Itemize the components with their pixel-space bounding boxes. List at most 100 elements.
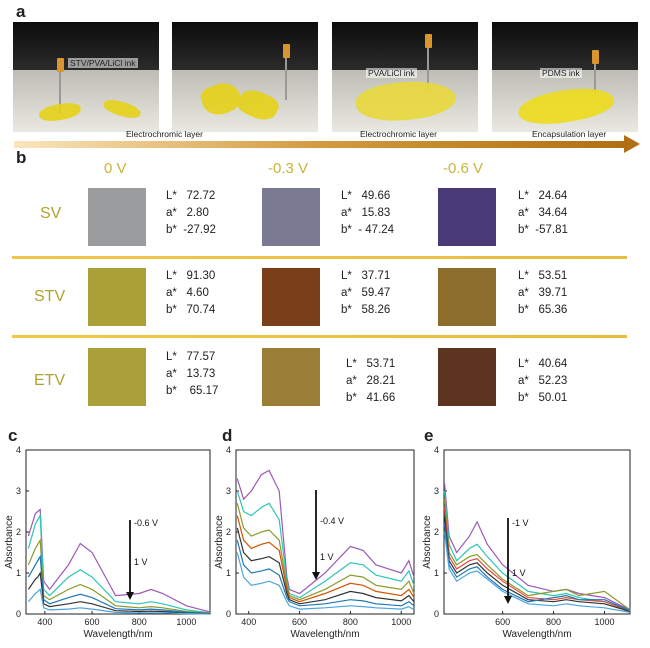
series-line [443, 490, 631, 612]
ink-label-pdms: PDMS ink [540, 68, 582, 78]
x-tick-label: 600 [85, 617, 100, 627]
process-arrow-head [624, 135, 640, 153]
x-tick-label: 400 [241, 617, 256, 627]
x-tick-label: 400 [37, 617, 52, 627]
series-line [443, 531, 631, 613]
photo-printing-pva-ink [332, 22, 478, 132]
series-line [27, 538, 211, 614]
absorbance-chart-e: 0 1 2 3 4 600 800 1000 Wavelength/nm Absorbance -1… [422, 445, 631, 640]
color-swatch [262, 268, 320, 326]
needle [59, 72, 61, 114]
ink-label-pva: PVA/LiCl ink [366, 68, 417, 78]
step-label-1: Electrochromic layer [126, 129, 203, 139]
color-swatch [438, 348, 496, 406]
x-tick-label: 800 [132, 617, 147, 627]
y-axis-label: Absorbance [4, 515, 15, 569]
printer-head [172, 22, 318, 70]
row-separator [12, 256, 627, 259]
annotation-start: -1 V [512, 518, 529, 528]
lab-values: L* 72.72 a* 2.80 b* -27.92 [166, 190, 216, 236]
series-line [443, 482, 631, 611]
x-tick-label: 1000 [176, 617, 196, 627]
x-axis-label: Wavelength/nm [502, 629, 571, 640]
process-arrow [14, 141, 626, 148]
y-tick-label: 2 [226, 527, 231, 537]
voltage-arrow-head [504, 596, 512, 604]
lab-values: L* 49.66 a* 15.83 b* - 47.24 [341, 190, 395, 236]
series-line [443, 499, 631, 611]
panel-label-b: b [16, 148, 27, 167]
panel-label-c: c [8, 426, 18, 445]
x-tick-label: 800 [343, 617, 358, 627]
y-tick-label: 4 [226, 445, 231, 455]
series-line [236, 540, 415, 607]
needle [594, 64, 596, 92]
panel-label-d: d [222, 426, 233, 445]
nozzle [57, 58, 64, 72]
step-label-2: Electrochromic layer [360, 129, 437, 139]
color-swatch [88, 268, 146, 326]
step-label-3: Encapsulation layer [532, 129, 607, 139]
panel-label-e: e [424, 426, 434, 445]
printer-head [332, 22, 478, 70]
row-label-stv: STV [34, 288, 66, 305]
panel-label-a: a [16, 2, 26, 21]
needle [427, 48, 429, 90]
y-tick-label: 0 [434, 609, 439, 619]
y-tick-label: 1 [434, 568, 439, 578]
x-tick-label: 800 [546, 617, 561, 627]
y-tick-label: 3 [226, 486, 231, 496]
annotation-end: 1 V [134, 557, 148, 567]
ink-label-stv: STV/PVA/LiCl ink [68, 58, 138, 68]
y-tick-label: 4 [434, 445, 439, 455]
annotation-start: -0.6 V [134, 518, 158, 528]
nozzle [592, 50, 599, 64]
printer-head [492, 22, 638, 70]
glass-plate [13, 70, 159, 132]
y-tick-label: 2 [16, 527, 21, 537]
voltage-label-0: 0 V [104, 160, 127, 177]
row-label-etv: ETV [34, 372, 66, 389]
photo-printing-progress [172, 22, 318, 132]
lab-values: L* 53.51 a* 39.71 b* 65.36 [518, 270, 568, 316]
x-axis-label: Wavelength/nm [83, 629, 152, 640]
lab-values: L* 91.30 a* 4.60 b* 70.74 [166, 270, 216, 316]
voltage-arrow-head [312, 572, 320, 580]
series-line [27, 588, 211, 615]
y-tick-label: 3 [434, 486, 439, 496]
color-swatch [262, 188, 320, 246]
x-tick-label: 600 [292, 617, 307, 627]
series-line [236, 527, 415, 605]
series-line [27, 554, 211, 615]
series-line [236, 503, 415, 601]
row-separator [12, 335, 627, 338]
series-line [27, 508, 211, 613]
annotation-start: -0.4 V [320, 516, 344, 526]
y-axis-label: Absorbance [422, 515, 433, 569]
x-tick-label: 1000 [595, 617, 615, 627]
photo-printing-stv-ink [13, 22, 159, 132]
series-line [443, 523, 631, 612]
absorbance-chart-c: 0 1 2 3 4 400 600 800 1000 Wavelength/nm Absorbanc… [4, 445, 211, 640]
y-tick-label: 0 [16, 609, 21, 619]
lab-values: L* 40.64 a* 52.23 b* 50.01 [518, 358, 568, 404]
color-swatch [88, 348, 146, 406]
annotation-end: 1 V [512, 568, 526, 578]
series-line [236, 469, 415, 595]
series-line [443, 507, 631, 612]
lab-values: L* 53.71 a* 28.21 b* 41.66 [346, 358, 396, 404]
series-line [27, 571, 211, 615]
color-swatch [88, 188, 146, 246]
lab-values: L* 37.71 a* 59.47 b* 58.26 [341, 270, 391, 316]
lab-values: L* 77.57 a* 13.73 b* 65.17 [166, 351, 219, 397]
color-swatch [262, 348, 320, 406]
y-tick-label: 1 [226, 568, 231, 578]
y-tick-label: 3 [16, 486, 21, 496]
color-swatch [438, 188, 496, 246]
voltage-arrow-head [126, 592, 134, 600]
annotation-end: 1 V [320, 552, 334, 562]
series-line [27, 513, 211, 614]
series-line [443, 515, 631, 613]
series-line [236, 490, 415, 599]
series-line [236, 552, 415, 611]
